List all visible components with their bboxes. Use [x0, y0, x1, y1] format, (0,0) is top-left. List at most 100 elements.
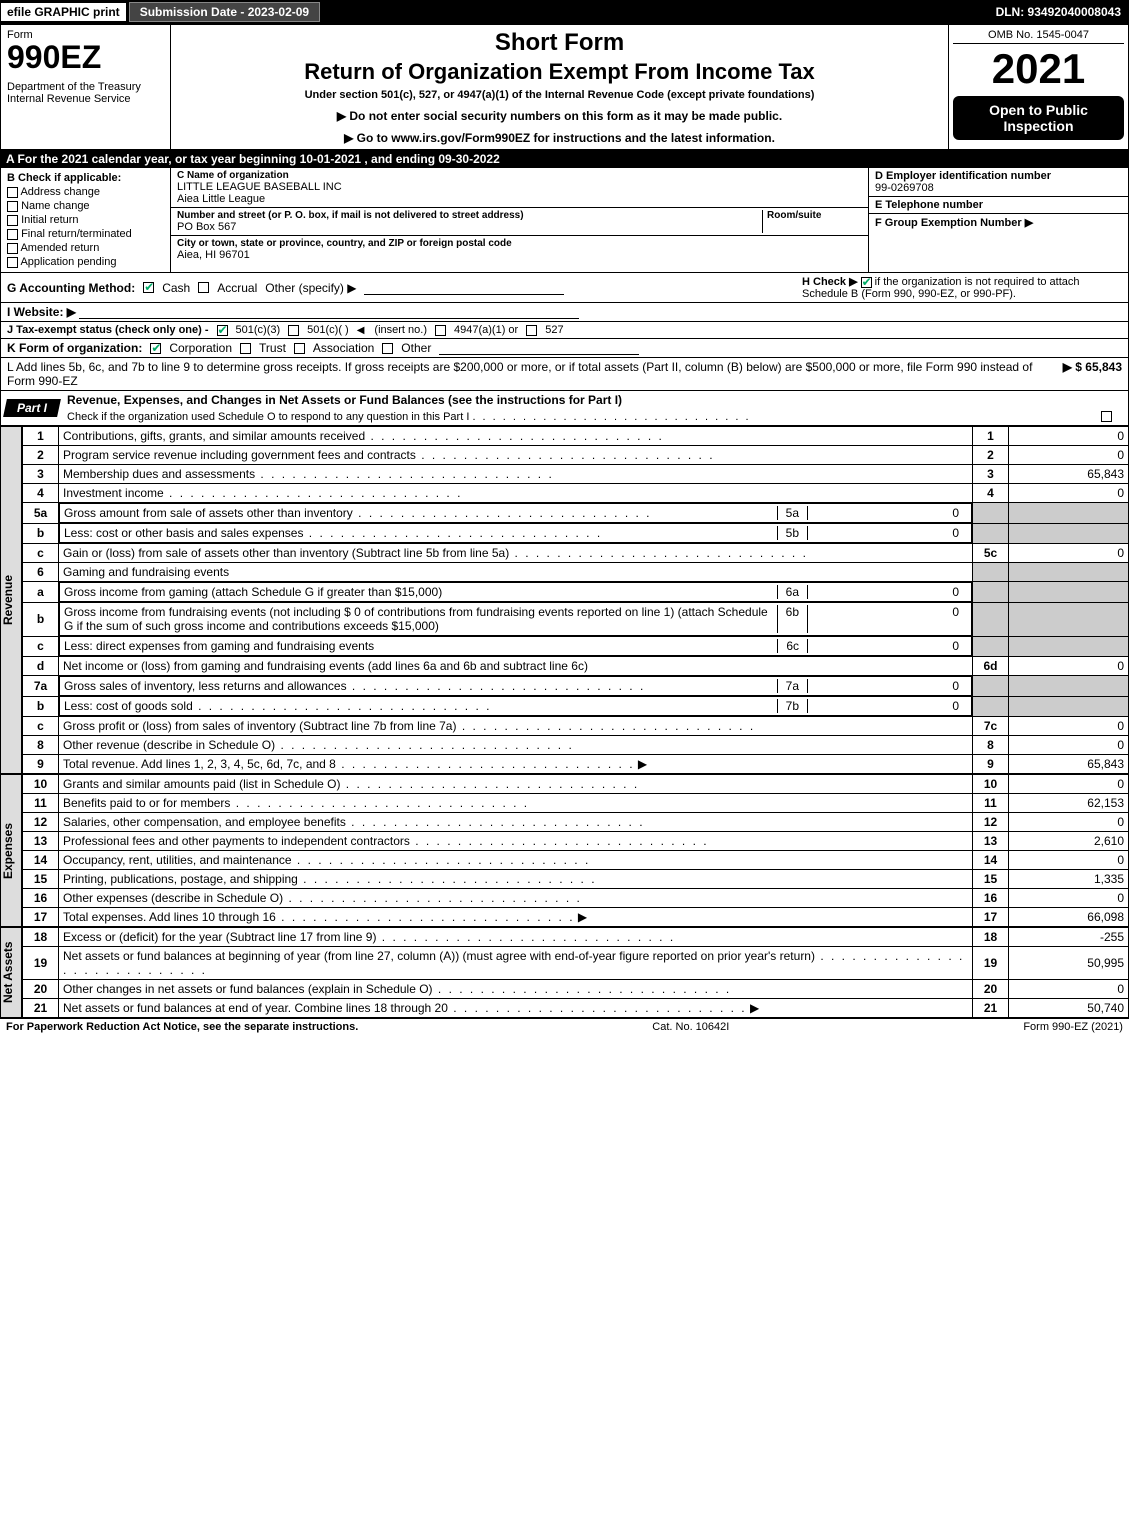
k-other-input[interactable] — [439, 341, 639, 355]
line-16-no: 16 — [23, 889, 59, 908]
line-6b-no: b — [23, 602, 59, 636]
opt-amended-return-label: Amended return — [20, 242, 99, 254]
efile-badge: efile GRAPHIC print — [0, 2, 127, 22]
c-street-header: Number and street (or P. O. box, if mail… — [177, 210, 762, 221]
line-6a-subkey: 6a — [777, 585, 807, 599]
line-7a-val-shade — [1009, 676, 1129, 697]
revenue-section: Revenue 1Contributions, gifts, grants, a… — [0, 426, 1129, 774]
opt-final-return[interactable]: Final return/terminated — [7, 228, 164, 240]
j-501c-checkbox[interactable] — [288, 325, 299, 336]
line-2-desc: Program service revenue including govern… — [63, 448, 416, 462]
line-18-val: -255 — [1009, 928, 1129, 947]
d-ein-value: 99-0269708 — [875, 182, 1122, 194]
line-3-key: 3 — [973, 465, 1009, 484]
line-16-key: 16 — [973, 889, 1009, 908]
form-header: Form 990EZ Department of the Treasury In… — [0, 24, 1129, 150]
g-other-input[interactable] — [364, 281, 564, 295]
i-label: I Website: ▶ — [7, 305, 76, 319]
k-assoc-checkbox[interactable] — [294, 343, 305, 354]
line-15-desc: Printing, publications, postage, and shi… — [63, 872, 298, 886]
header-right: OMB No. 1545-0047 2021 Open to Public In… — [948, 25, 1128, 149]
line-1-no: 1 — [23, 427, 59, 446]
line-6-val-shade — [1009, 563, 1129, 582]
line-10-key: 10 — [973, 775, 1009, 794]
opt-application-pending[interactable]: Application pending — [7, 256, 164, 268]
line-12-val: 0 — [1009, 813, 1129, 832]
open-to-public-badge: Open to Public Inspection — [953, 96, 1124, 140]
line-6-desc: Gaming and fundraising events — [59, 563, 973, 582]
line-6d-no: d — [23, 657, 59, 676]
k-other-checkbox[interactable] — [382, 343, 393, 354]
g-accrual-checkbox[interactable] — [198, 282, 209, 293]
line-6b-subkey: 6b — [777, 605, 807, 633]
line-6a-val-shade — [1009, 582, 1129, 603]
org-city: Aiea, HI 96701 — [177, 249, 862, 261]
page-footer: For Paperwork Reduction Act Notice, see … — [0, 1018, 1129, 1035]
part-1-checkbox[interactable] — [1101, 411, 1112, 422]
line-9-key: 9 — [973, 755, 1009, 774]
line-21-val: 50,740 — [1009, 999, 1129, 1018]
j-4947-checkbox[interactable] — [435, 325, 446, 336]
line-4-key: 4 — [973, 484, 1009, 503]
g-cash-checkbox[interactable] — [143, 282, 154, 293]
form-number: 990EZ — [7, 41, 164, 73]
line-19-no: 19 — [23, 947, 59, 980]
opt-address-change[interactable]: Address change — [7, 186, 164, 198]
line-13-no: 13 — [23, 832, 59, 851]
line-20-val: 0 — [1009, 980, 1129, 999]
f-group-label: F Group Exemption Number ▶ — [875, 216, 1122, 229]
netassets-section: Net Assets 18Excess or (deficit) for the… — [0, 927, 1129, 1018]
line-20-no: 20 — [23, 980, 59, 999]
e-phone-label: E Telephone number — [875, 199, 1122, 211]
line-6d-key: 6d — [973, 657, 1009, 676]
line-6c-no: c — [23, 636, 59, 657]
h-checkbox[interactable] — [861, 277, 872, 288]
line-5a-val-shade — [1009, 503, 1129, 524]
line-2-no: 2 — [23, 446, 59, 465]
line-16-val: 0 — [1009, 889, 1129, 908]
opt-amended-return[interactable]: Amended return — [7, 242, 164, 254]
line-7c-no: c — [23, 717, 59, 736]
line-7b-key-shade — [973, 696, 1009, 717]
line-17-key: 17 — [973, 908, 1009, 927]
line-6a-no: a — [23, 582, 59, 603]
line-7b-subkey: 7b — [777, 699, 807, 713]
i-website-input[interactable] — [79, 305, 579, 319]
opt-application-pending-label: Application pending — [20, 256, 116, 268]
org-name-1: LITTLE LEAGUE BASEBALL INC — [177, 181, 862, 193]
l-text: L Add lines 5b, 6c, and 7b to line 9 to … — [7, 360, 1051, 388]
line-8-no: 8 — [23, 736, 59, 755]
line-17-desc: Total expenses. Add lines 10 through 16 — [63, 910, 276, 924]
line-7c-desc: Gross profit or (loss) from sales of inv… — [63, 719, 456, 733]
line-6c-val-shade — [1009, 636, 1129, 657]
opt-initial-return[interactable]: Initial return — [7, 214, 164, 226]
j-501c3-checkbox[interactable] — [217, 325, 228, 336]
k-corp-label: Corporation — [169, 341, 232, 355]
line-5b-val-shade — [1009, 523, 1129, 544]
j-insert-arrow — [357, 324, 367, 336]
line-2-val: 0 — [1009, 446, 1129, 465]
line-18-no: 18 — [23, 928, 59, 947]
block-b-to-f: B Check if applicable: Address change Na… — [0, 168, 1129, 273]
opt-address-change-label: Address change — [20, 186, 100, 198]
line-17-no: 17 — [23, 908, 59, 927]
d-ein-label: D Employer identification number — [875, 170, 1122, 182]
line-19-val: 50,995 — [1009, 947, 1129, 980]
line-21-key: 21 — [973, 999, 1009, 1018]
c-name-header: C Name of organization — [177, 170, 862, 181]
line-4-val: 0 — [1009, 484, 1129, 503]
line-4-no: 4 — [23, 484, 59, 503]
line-6c-subval: 0 — [807, 639, 967, 653]
k-corp-checkbox[interactable] — [150, 343, 161, 354]
line-5a-no: 5a — [23, 503, 59, 524]
line-7c-val: 0 — [1009, 717, 1129, 736]
opt-name-change[interactable]: Name change — [7, 200, 164, 212]
line-11-val: 62,153 — [1009, 794, 1129, 813]
line-19-key: 19 — [973, 947, 1009, 980]
line-6a-subval: 0 — [807, 585, 967, 599]
line-5a-subkey: 5a — [777, 506, 807, 520]
j-527-checkbox[interactable] — [526, 325, 537, 336]
line-5a-desc: Gross amount from sale of assets other t… — [64, 506, 353, 520]
line-5b-no: b — [23, 523, 59, 544]
k-trust-checkbox[interactable] — [240, 343, 251, 354]
